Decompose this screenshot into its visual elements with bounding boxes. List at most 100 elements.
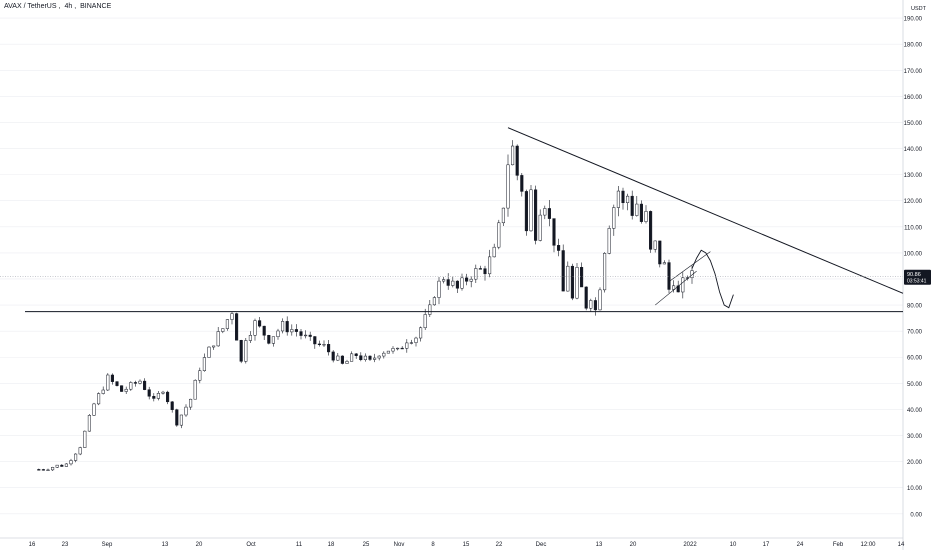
candle [455,280,459,294]
candle [308,331,312,341]
x-tick-label: 8 [431,542,435,548]
candle [474,264,478,284]
candle [317,340,321,347]
candle [598,287,602,311]
candle [419,326,423,342]
candle-body [529,189,533,232]
candle-body [78,447,82,455]
candle [235,312,239,341]
candle-body [225,319,229,329]
candle [377,355,381,361]
candle-body [322,344,326,346]
candle-body [653,240,657,250]
candle [373,353,377,363]
candle [354,352,358,359]
candle [543,205,547,220]
candle-body [396,347,400,350]
candle-body [409,342,413,344]
candle-body [253,320,257,336]
candle-body [294,329,298,332]
candle-body [524,191,528,232]
x-tick-label: 25 [363,542,370,548]
candle [423,308,427,331]
candle [534,185,538,245]
candle-body [74,453,78,461]
candle-body [359,355,363,361]
candle [557,238,561,257]
candle-body [147,389,151,397]
candle-body [405,342,409,349]
candle [336,352,340,361]
candle-body [271,336,275,344]
candle-body [244,340,248,362]
candle [520,173,524,197]
candle [465,273,469,286]
candle-body [175,409,179,426]
candle [478,265,482,270]
candle-body [639,203,643,222]
candle-body [317,343,321,345]
candle [106,373,110,391]
candle [230,311,234,325]
y-tick-label: 130.00 [904,173,923,179]
candle-body [437,280,441,298]
candle-body [152,396,156,399]
candle-body [156,393,160,399]
candle-body [570,265,574,299]
candle-body [55,464,59,468]
candle-body [340,355,344,364]
candle-body [515,145,519,176]
candle [400,346,404,350]
candle-body [607,228,611,254]
candle [547,200,551,227]
candle-body [212,345,216,348]
candle [179,414,183,429]
x-tick-label: Feb [833,542,844,548]
candle-body [170,401,174,410]
candle-body [336,355,340,361]
candle [41,468,45,471]
candle-body [110,374,114,382]
candle [74,453,78,463]
candle [437,277,441,305]
candle-body [41,469,45,471]
candle-body [547,208,551,219]
candle [193,379,197,400]
symbol-label: AVAX / TetherUS [4,3,57,10]
candle-body [451,280,455,286]
candle [202,353,206,372]
candle-body [230,313,234,320]
candle [124,386,128,394]
candle [359,352,363,362]
chart-header: AVAX / TetherUS, 4h, BINANCE [4,3,112,10]
x-tick-label: Nov [394,542,405,548]
candle-body [465,277,469,282]
candle-body [584,286,588,309]
candle-body [198,370,202,381]
candle [492,243,496,258]
candle-body [285,321,289,333]
candles [37,140,694,471]
candle [446,273,450,290]
candle-body [538,214,542,241]
candle-body [331,351,335,361]
candle [529,185,533,232]
y-tick-label: 120.00 [904,199,923,205]
candle-body [115,381,119,386]
channel-lower-line [655,270,697,306]
candle-body [101,389,105,394]
candle [616,186,620,217]
candle-body [51,467,55,471]
countdown-value: 03:53:41 [907,279,927,285]
candle [189,398,193,410]
candle-body [593,300,597,311]
candle [267,334,271,345]
candle-body [432,297,436,306]
candle-body [308,334,312,337]
candle-body [557,245,561,251]
grid-lines [0,17,903,515]
y-tick-label: 50.00 [907,382,923,388]
